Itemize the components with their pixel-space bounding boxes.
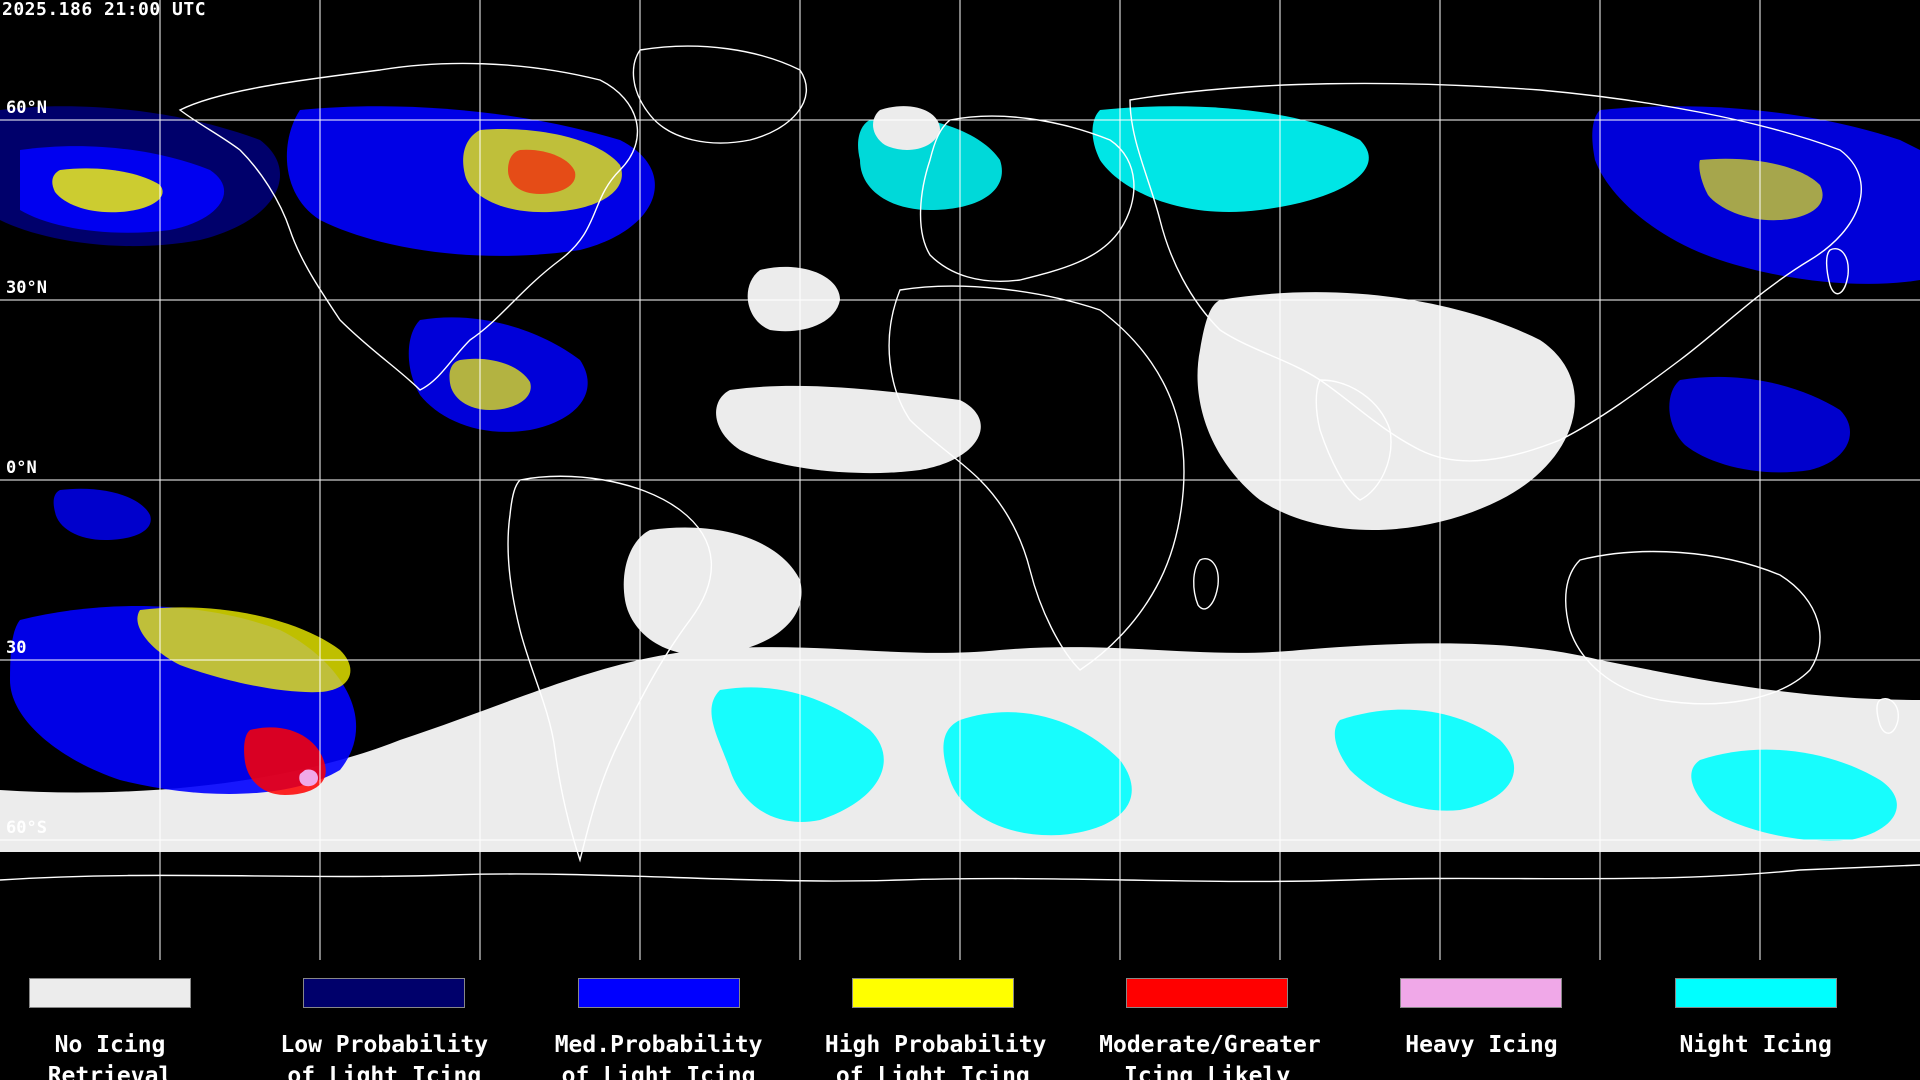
night-icing-region-australia-south <box>1334 709 1515 811</box>
global-icing-map: 2025.186 21:00 UTC 60°N 30°N 0°N 30 60°S <box>0 0 1920 960</box>
legend-item: Moderate/Greater Icing Likely <box>1099 978 1383 1080</box>
legend-label: Moderate/Greater Icing Likely <box>1099 1030 1321 1080</box>
no-icing-region-atlantic-north <box>747 266 840 332</box>
legend-label-line-1: Low Probability <box>280 1032 489 1058</box>
legend-item: Med.Probability of Light Icing <box>551 978 835 1080</box>
moderate-icing-region-north-america <box>508 149 576 194</box>
latitude-label: 30°N <box>6 278 47 298</box>
icing-legend: No Icing Retrieval Low Probability of Light… <box>0 960 1920 1080</box>
heavy-icing-region-south-pacific <box>299 769 318 787</box>
legend-label: High Probability of Light Icing <box>824 1030 1047 1080</box>
no-icing-region-asia <box>1197 292 1575 530</box>
legend-swatch <box>851 978 1014 1008</box>
no-icing-region-europe-north <box>873 106 940 150</box>
legend-item: Heavy Icing <box>1373 978 1657 1078</box>
no-icing-region-south-america-east <box>623 527 802 656</box>
japan-coastline <box>1825 248 1849 295</box>
legend-label-line-1: Moderate/Greater <box>1099 1032 1321 1058</box>
legend-item: Night Icing <box>1648 978 1920 1078</box>
legend-label-line-1: No Icing <box>54 1032 166 1058</box>
coastlines <box>0 45 1920 883</box>
legend-label-line-2: Icing Likely <box>1124 1063 1291 1080</box>
legend-label-line-2: Retrieval <box>47 1063 173 1080</box>
legend-swatch <box>1126 978 1289 1008</box>
madagascar-coastline <box>1193 558 1219 610</box>
south-america-coastline <box>507 475 712 863</box>
med-icing-region-east-pacific <box>53 488 151 540</box>
legend-label: Heavy Icing <box>1373 1030 1589 1061</box>
antarctica-coastline <box>0 864 1920 883</box>
legend-swatch <box>577 978 740 1008</box>
legend-label: No Icing Retrieval <box>2 1030 218 1080</box>
latitude-label: 60°S <box>6 818 47 838</box>
map-canvas <box>0 0 1920 960</box>
timestamp: 2025.186 21:00 UTC <box>2 0 207 20</box>
latitude-label: 0°N <box>6 458 37 478</box>
night-icing-region-southern-pacific <box>1691 749 1897 841</box>
asia-coastline <box>1129 82 1862 462</box>
no-icing-region-west-africa <box>716 385 981 474</box>
india-coastline <box>1315 379 1392 501</box>
legend-label-line-1: Med.Probability <box>554 1032 763 1058</box>
legend-label-line-1: Heavy Icing <box>1405 1032 1558 1058</box>
latitude-label: 30 <box>6 638 27 658</box>
australia-coastline <box>1565 550 1821 705</box>
legend-swatch <box>1400 978 1563 1008</box>
greenland-coastline <box>632 45 807 144</box>
africa-coastline <box>888 285 1185 671</box>
europe-coastline <box>919 115 1135 282</box>
legend-label-line-2: of Light Icing <box>287 1063 482 1080</box>
legend-label: Med.Probability of Light Icing <box>551 1030 767 1080</box>
legend-swatch <box>1674 978 1837 1008</box>
legend-label-line-1: High Probability <box>824 1032 1047 1058</box>
high-icing-region-east-asia <box>1699 158 1823 221</box>
night-icing-region-eurasia <box>1092 106 1369 212</box>
night-icing-region-south-indian <box>943 712 1132 836</box>
legend-label: Night Icing <box>1648 1030 1864 1061</box>
high-icing-region-north-pacific <box>52 168 163 213</box>
latitude-label: 60°N <box>6 98 47 118</box>
legend-item: Low Probability of Light Icing <box>276 978 560 1080</box>
legend-label-line-2: of Light Icing <box>561 1063 756 1080</box>
legend-item: No Icing Retrieval <box>2 978 286 1080</box>
night-icing-region-south-atlantic <box>711 687 884 822</box>
legend-label: Low Probability of Light Icing <box>276 1030 492 1080</box>
legend-swatch <box>29 978 191 1008</box>
new-zealand-coastline <box>1876 698 1899 734</box>
legend-label-line-2: of Light Icing <box>835 1063 1030 1080</box>
north-america-coastline <box>178 62 639 391</box>
legend-label-line-1: Night Icing <box>1679 1032 1832 1058</box>
legend-item: High Probability of Light Icing <box>824 978 1109 1080</box>
legend-swatch <box>303 978 466 1008</box>
lat-lon-grid <box>0 0 1920 960</box>
high-icing-region-south-pacific <box>137 607 351 693</box>
high-icing-region-central-america <box>449 358 531 410</box>
